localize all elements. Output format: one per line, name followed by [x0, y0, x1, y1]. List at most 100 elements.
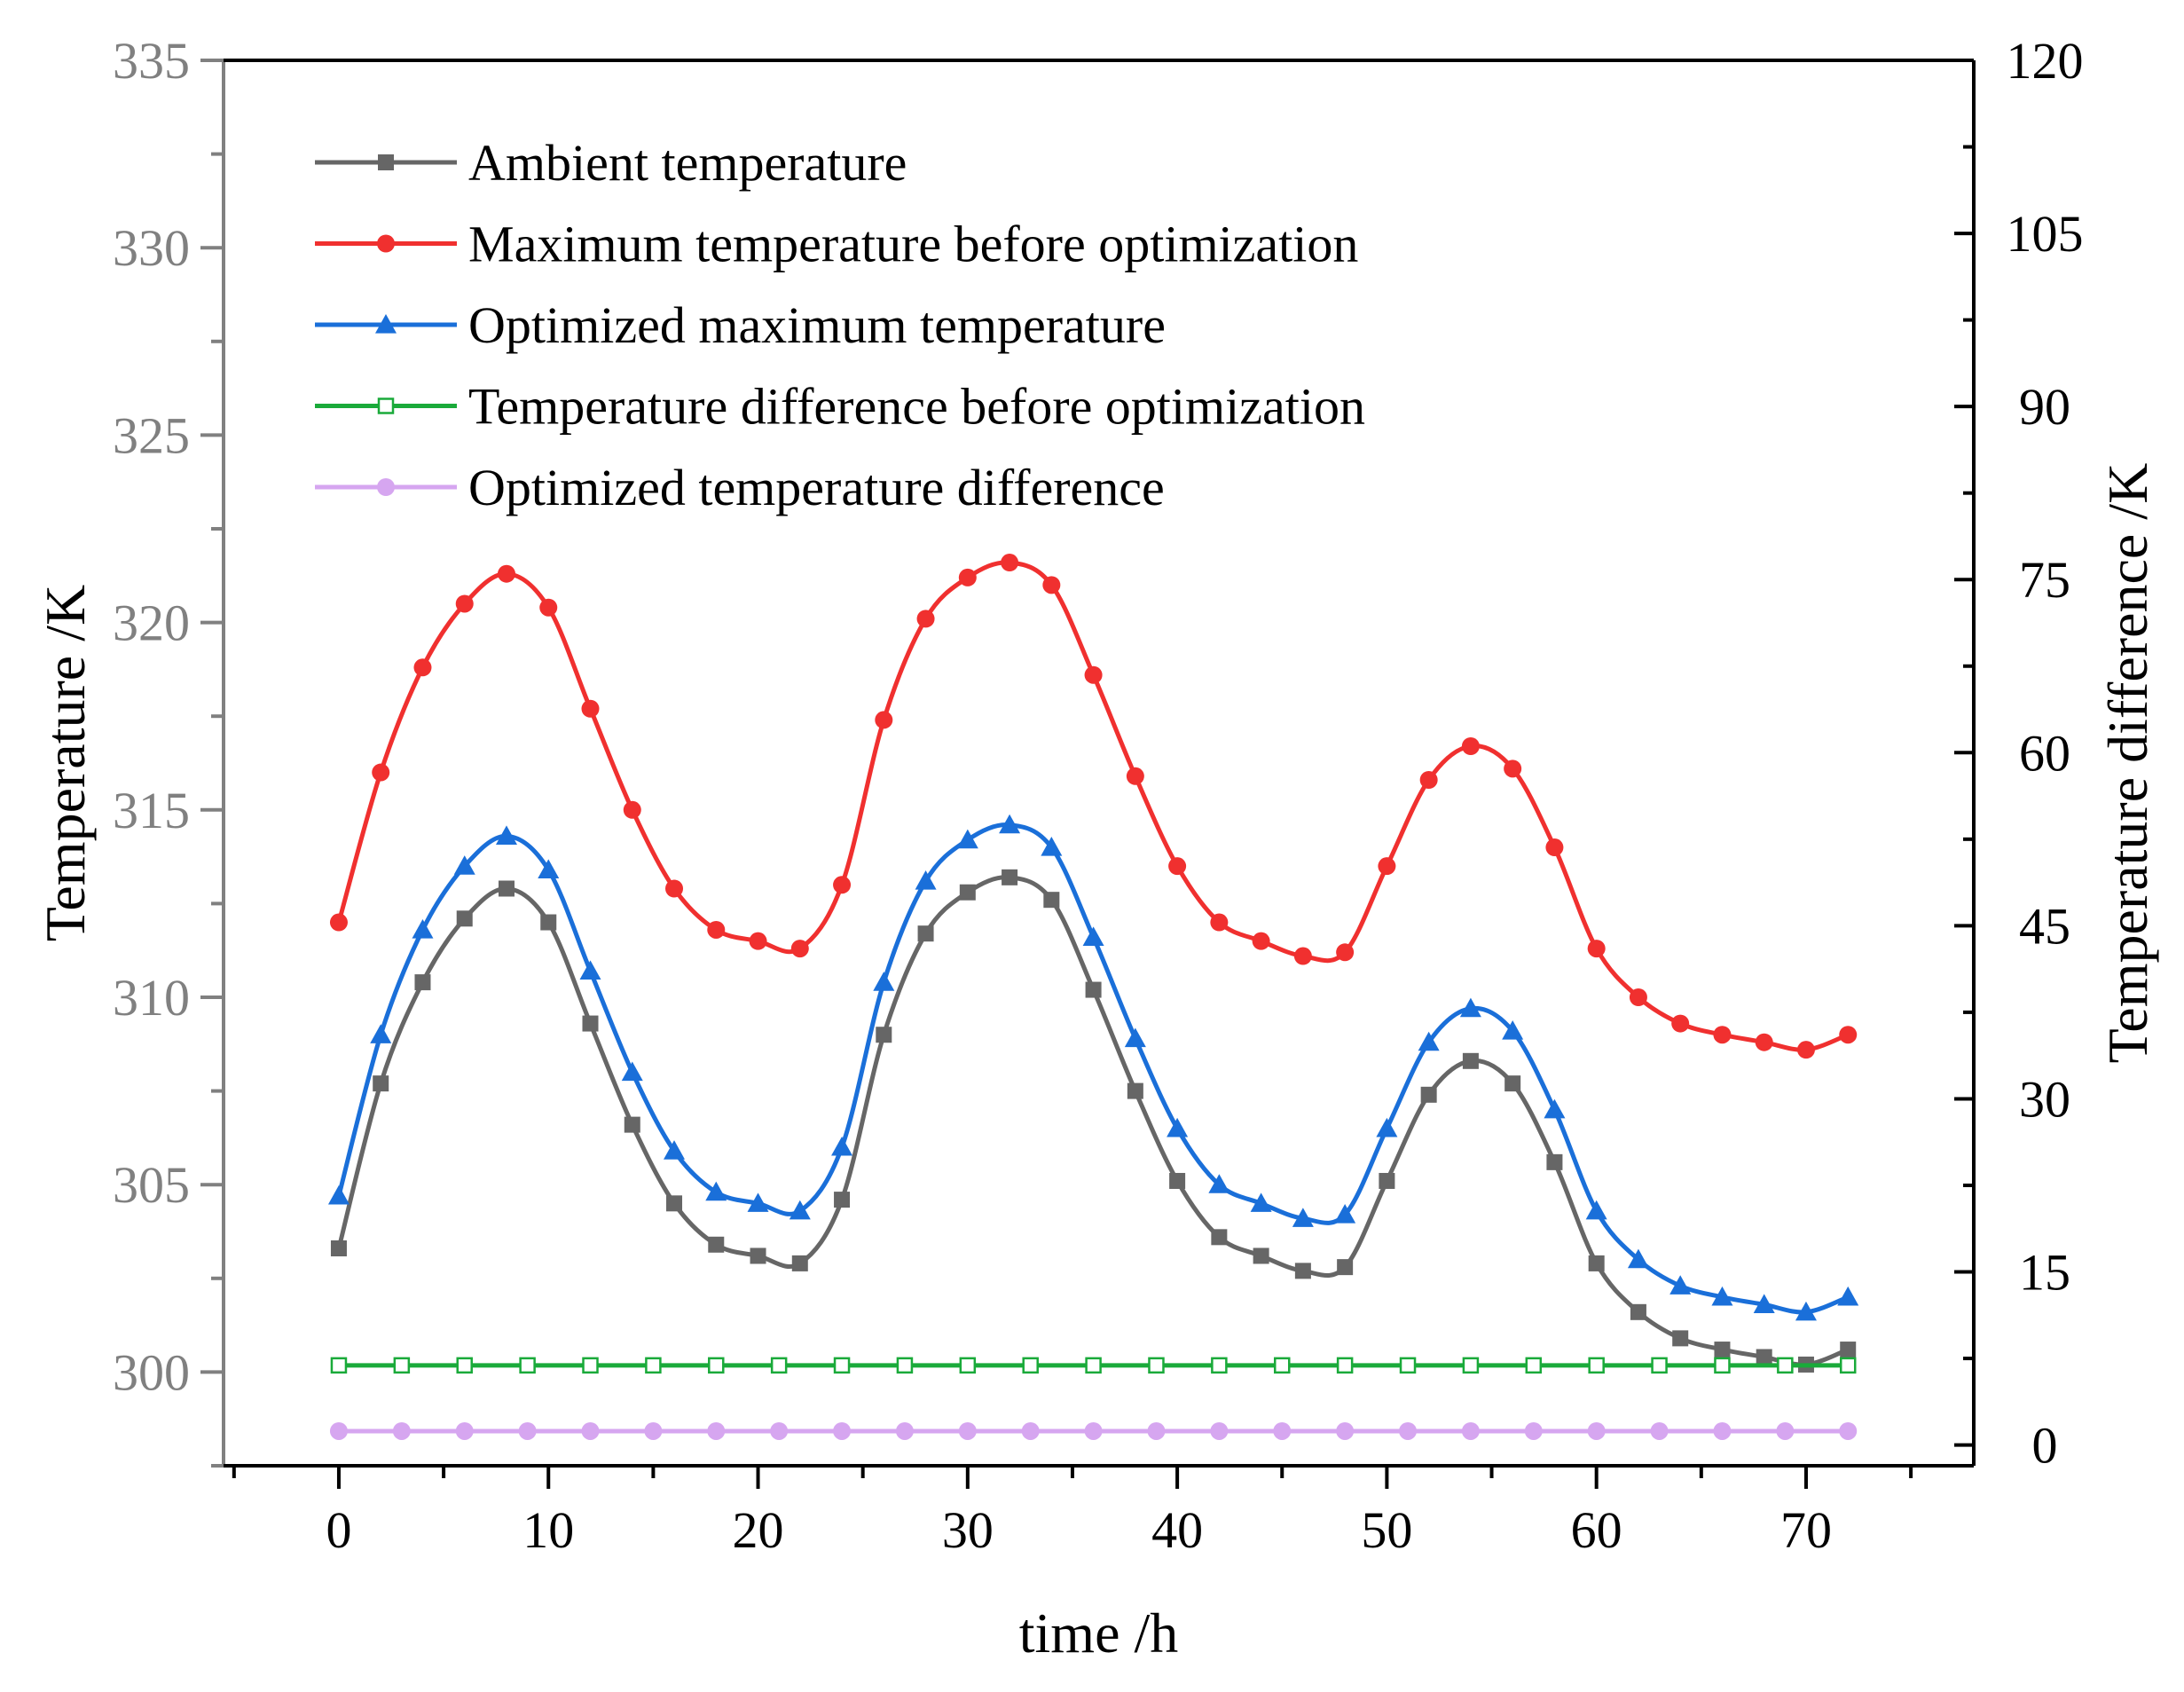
data-point — [1084, 1421, 1103, 1440]
y-right-tick-label: 75 — [2019, 551, 2070, 609]
data-point — [896, 1357, 914, 1374]
legend-entry: Ambient temperature — [315, 134, 907, 192]
data-point — [1274, 1357, 1291, 1374]
data-point — [1839, 1421, 1858, 1440]
legend-swatch-marker — [377, 234, 395, 253]
data-point — [1585, 1200, 1607, 1220]
data-point — [1148, 1357, 1165, 1374]
data-point — [1671, 1014, 1690, 1033]
data-point — [1755, 1033, 1773, 1051]
data-point — [1085, 981, 1102, 998]
data-point — [1167, 1117, 1189, 1137]
data-point — [1588, 1357, 1605, 1374]
y-right-tick-label: 105 — [2007, 205, 2084, 263]
x-axis-label: time /h — [1019, 1601, 1179, 1664]
data-point — [540, 914, 557, 931]
data-point — [958, 1421, 977, 1440]
data-point — [1168, 857, 1187, 876]
data-point — [1041, 837, 1063, 856]
data-point — [582, 1015, 599, 1032]
data-point — [412, 918, 434, 939]
data-point — [624, 1116, 640, 1133]
data-point — [453, 855, 475, 875]
data-point — [538, 859, 560, 878]
x-tick-label: 50 — [1361, 1501, 1412, 1559]
data-point — [1711, 1286, 1733, 1306]
data-point — [1022, 1357, 1039, 1374]
data-point — [1587, 1421, 1606, 1440]
data-point — [1714, 1342, 1731, 1358]
data-point — [1461, 736, 1480, 755]
series-1 — [329, 554, 1858, 1059]
data-point — [1399, 1421, 1418, 1440]
data-point — [1629, 988, 1647, 1006]
data-point — [705, 1181, 727, 1201]
data-point — [1459, 997, 1481, 1018]
data-point — [414, 974, 431, 991]
data-point — [581, 1421, 600, 1440]
data-point — [1461, 1421, 1480, 1440]
data-point — [876, 1027, 892, 1043]
axes-layer: 0 10 20 30 40 50 60 70 300 305 310 315 320 325 330 335 0… — [113, 32, 2084, 1559]
data-point — [644, 1421, 663, 1440]
data-point — [1294, 1263, 1311, 1279]
y-right-tick-label: 90 — [2019, 378, 2070, 436]
y-right-tick-label: 45 — [2019, 897, 2070, 955]
legend-swatch-marker — [375, 314, 397, 334]
legend-label: Optimized temperature difference — [468, 459, 1165, 516]
y-right-tick-label: 30 — [2019, 1070, 2070, 1128]
y-left-tick-label: 335 — [113, 32, 190, 90]
data-point — [873, 972, 895, 991]
data-point — [1419, 771, 1438, 790]
data-point — [498, 880, 515, 897]
data-point — [958, 568, 977, 586]
x-tick-label: 20 — [733, 1501, 784, 1559]
data-point — [1147, 1421, 1166, 1440]
data-point — [1587, 940, 1606, 958]
legend-swatch-marker — [377, 478, 395, 496]
series-layer — [327, 554, 1859, 1440]
data-point — [1043, 892, 1060, 909]
legend-swatch-marker — [378, 154, 394, 170]
data-point — [916, 610, 935, 628]
data-point — [1420, 1086, 1437, 1103]
data-point — [747, 1192, 769, 1212]
data-point — [1839, 1026, 1858, 1044]
data-point — [959, 1357, 977, 1374]
data-point — [831, 1136, 853, 1156]
data-point — [1546, 1153, 1563, 1170]
data-point — [330, 1240, 347, 1257]
data-point — [1776, 1421, 1795, 1440]
legend-entry: Temperature difference before optimizati… — [315, 378, 1365, 436]
data-point — [1462, 1052, 1479, 1069]
data-point — [833, 1421, 852, 1440]
data-point — [1292, 1208, 1314, 1227]
data-point — [1650, 1421, 1669, 1440]
data-point — [1544, 1098, 1566, 1119]
data-point — [372, 763, 390, 782]
data-point — [579, 960, 601, 980]
series-4 — [329, 1421, 1858, 1440]
legend-swatch-marker — [377, 397, 395, 414]
data-point — [455, 594, 474, 613]
data-point — [1418, 1031, 1440, 1051]
y-left-tick-label: 320 — [113, 594, 190, 652]
y-left-tick-label: 330 — [113, 219, 190, 277]
data-point — [456, 910, 473, 927]
series-3 — [330, 1357, 1857, 1374]
data-point — [1127, 1082, 1143, 1099]
y-right-tick-label: 60 — [2019, 724, 2070, 782]
data-point — [833, 876, 852, 894]
data-point — [329, 913, 348, 932]
x-tick-label: 30 — [942, 1501, 994, 1559]
data-point — [1504, 1075, 1521, 1092]
data-point — [666, 1195, 683, 1212]
data-point — [834, 1192, 851, 1208]
legend-entry: Maximum temperature before optimization — [315, 216, 1358, 273]
data-point — [708, 1236, 725, 1253]
legend-entry: Optimized maximum temperature — [315, 296, 1166, 354]
data-point — [1337, 1259, 1354, 1276]
data-point — [789, 1200, 811, 1220]
